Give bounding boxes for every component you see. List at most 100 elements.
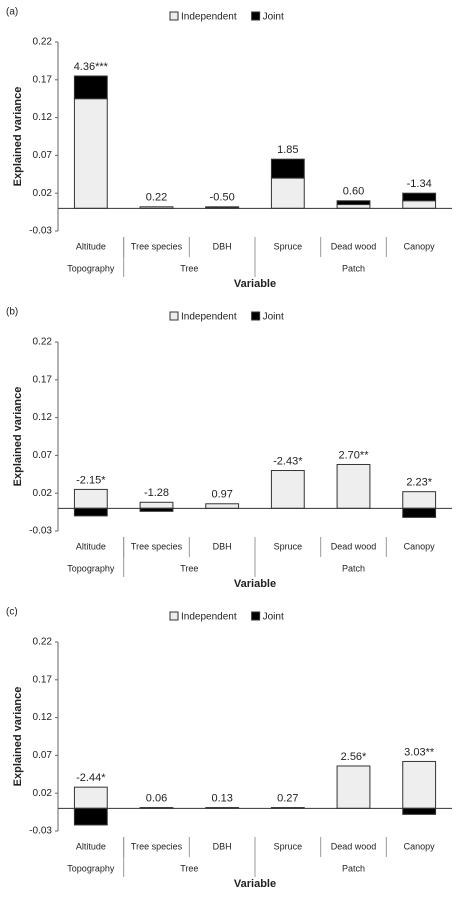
legend-swatch (169, 611, 179, 621)
y-tick-label: 0.02 (33, 788, 53, 799)
y-axis-label: Explained variance (12, 687, 24, 787)
y-axis-label: Explained variance (12, 387, 24, 487)
x-axis-label: Variable (234, 578, 276, 590)
bar (73, 807, 108, 826)
x-tick-label: Spruce (274, 241, 303, 251)
bar-annotation: -1.28 (144, 487, 169, 499)
group-label: Tree (180, 863, 198, 873)
bar (73, 786, 108, 809)
bar (205, 503, 240, 509)
bar-annotation: 2.56* (341, 751, 367, 763)
x-tick-label: Dead wood (331, 241, 377, 251)
bar-annotation: 4.36*** (74, 61, 109, 73)
bar (205, 206, 240, 209)
group-label: Topography (67, 263, 115, 273)
y-tick-label: -0.03 (29, 826, 52, 837)
bar (270, 177, 305, 209)
legend-label: Independent (181, 612, 237, 623)
legend-label: Independent (181, 12, 237, 23)
y-tick-label: 0.07 (33, 750, 53, 761)
x-tick-label: Spruce (274, 841, 303, 851)
bar-annotation: 0.27 (277, 792, 298, 804)
bar (336, 463, 371, 509)
bar (402, 760, 437, 809)
bar-annotation: -2.43* (273, 455, 303, 467)
y-tick-label: 0.02 (33, 488, 53, 499)
x-tick-label: Canopy (404, 541, 436, 551)
y-tick-label: -0.03 (29, 526, 52, 537)
bar (73, 488, 108, 509)
group-label: Patch (342, 263, 365, 273)
bar-annotation: 0.13 (211, 792, 232, 804)
bar-annotation: 0.97 (211, 489, 232, 501)
bar (73, 507, 108, 517)
x-tick-label: Altitude (76, 841, 106, 851)
x-axis-label: Variable (234, 278, 276, 290)
bar (402, 507, 437, 518)
y-tick-label: 0.22 (33, 637, 53, 648)
x-tick-label: Tree species (131, 541, 183, 551)
bar (402, 491, 437, 509)
y-tick-label: 0.07 (33, 150, 53, 161)
y-tick-label: 0.22 (33, 337, 53, 348)
x-tick-label: DBH (213, 841, 232, 851)
bar (73, 75, 108, 100)
bar (270, 158, 305, 179)
bar-annotation: -2.44* (76, 772, 106, 784)
y-tick-label: -0.03 (29, 226, 52, 237)
y-tick-label: 0.02 (33, 188, 53, 199)
group-label: Topography (67, 863, 115, 873)
y-tick-label: 0.12 (33, 112, 53, 123)
x-tick-label: Canopy (404, 841, 436, 851)
group-label: Tree (180, 263, 198, 273)
panel-label: (c) (6, 607, 18, 618)
bar (270, 470, 305, 509)
legend-swatch (251, 311, 261, 321)
y-tick-label: 0.12 (33, 412, 53, 423)
bar-annotation: 0.60 (343, 186, 364, 198)
bar (336, 200, 371, 206)
x-tick-label: Dead wood (331, 541, 377, 551)
group-label: Tree (180, 563, 198, 573)
y-tick-label: 0.12 (33, 712, 53, 723)
bar-annotation: 2.23* (406, 477, 432, 489)
legend-swatch (169, 311, 179, 321)
legend-swatch (251, 611, 261, 621)
group-label: Topography (67, 563, 115, 573)
bar-annotation: -0.50 (210, 192, 235, 204)
bar-annotation: 0.22 (146, 192, 167, 204)
bar-annotation: -2.15* (76, 474, 106, 486)
x-tick-label: Tree species (131, 241, 183, 251)
x-tick-label: DBH (213, 541, 232, 551)
x-tick-label: Dead wood (331, 841, 377, 851)
y-tick-label: 0.17 (33, 74, 53, 85)
y-axis-label: Explained variance (12, 87, 24, 187)
bar-annotation: -1.34 (407, 178, 432, 190)
bar-annotation: 0.06 (146, 792, 167, 804)
bar-annotation: 1.85 (277, 144, 298, 156)
y-tick-label: 0.17 (33, 374, 53, 385)
bar (402, 200, 437, 209)
bar (402, 807, 437, 815)
group-label: Patch (342, 563, 365, 573)
legend-label: Joint (263, 612, 284, 623)
legend-swatch (169, 11, 179, 21)
bar (336, 765, 371, 809)
panel-label: (b) (6, 307, 18, 318)
x-tick-label: Altitude (76, 541, 106, 551)
bar-annotation: 3.03** (404, 746, 435, 758)
bar-annotation: 2.70** (339, 449, 370, 461)
x-tick-label: Altitude (76, 241, 106, 251)
bar (139, 501, 174, 509)
legend-swatch (251, 11, 261, 21)
y-tick-label: 0.17 (33, 674, 53, 685)
legend-label: Independent (181, 312, 237, 323)
x-tick-label: Spruce (274, 541, 303, 551)
bar (402, 192, 437, 202)
panel-label: (a) (6, 7, 18, 18)
y-tick-label: 0.22 (33, 37, 53, 48)
x-tick-label: Tree species (131, 841, 183, 851)
bar (336, 204, 371, 209)
x-tick-label: Canopy (404, 241, 436, 251)
